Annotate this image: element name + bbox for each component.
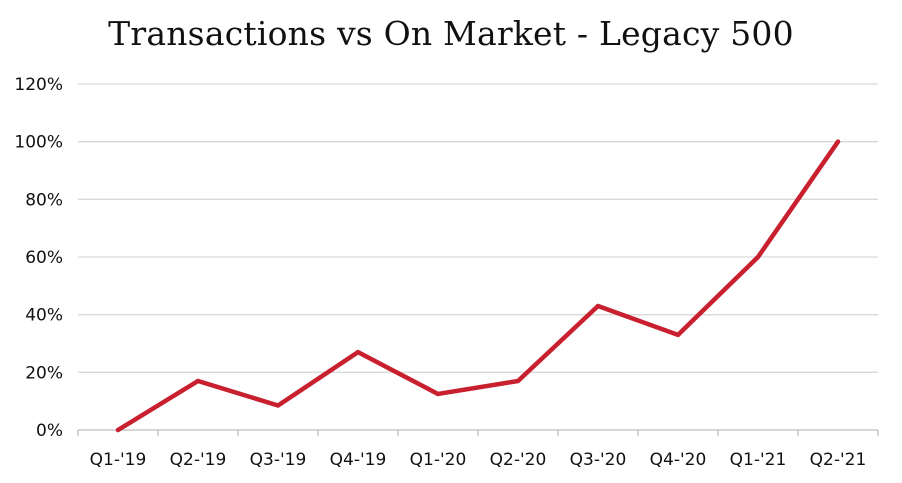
x-tick-label: Q1-'20 [410, 450, 467, 470]
data-point [355, 349, 361, 355]
data-point [675, 332, 681, 338]
data-point [435, 391, 441, 397]
x-tick-label: Q2-'21 [810, 450, 867, 470]
series-layer [115, 139, 841, 433]
data-point [755, 254, 761, 260]
y-tick-label: 100% [14, 133, 63, 153]
x-tick-label: Q3-'20 [570, 450, 627, 470]
x-tick-label: Q2-'19 [170, 450, 227, 470]
x-tick-label: Q4-'20 [650, 450, 707, 470]
y-tick-label: 20% [25, 363, 63, 383]
y-tick-label: 0% [36, 421, 63, 441]
x-tick-label: Q1-'21 [730, 450, 787, 470]
x-axis [77, 429, 879, 436]
y-tick-label: 120% [14, 75, 63, 95]
gridlines [78, 83, 878, 373]
chart-title: Transactions vs On Market - Legacy 500 [108, 14, 794, 53]
x-tick-label: Q3-'19 [250, 450, 307, 470]
y-axis-tick-labels: 0% 20% 40% 60% 80% 100% 120% [14, 75, 63, 441]
data-point [835, 139, 841, 144]
data-point [195, 378, 201, 384]
data-point [515, 378, 521, 384]
x-axis-tick-labels: Q1-'19 Q2-'19 Q3-'19 Q4-'19 Q1-'20 Q2-'20 Q3-'… [90, 450, 867, 470]
x-tick-label: Q2-'20 [490, 450, 547, 470]
x-tick-label: Q4-'19 [330, 450, 387, 470]
data-point [115, 427, 121, 433]
y-tick-label: 40% [25, 306, 63, 326]
data-point [595, 303, 601, 309]
x-tick-label: Q1-'19 [90, 450, 147, 470]
data-point [275, 403, 281, 408]
y-tick-label: 80% [25, 190, 63, 210]
y-tick-label: 60% [25, 248, 63, 268]
series-line-0 [115, 139, 841, 433]
